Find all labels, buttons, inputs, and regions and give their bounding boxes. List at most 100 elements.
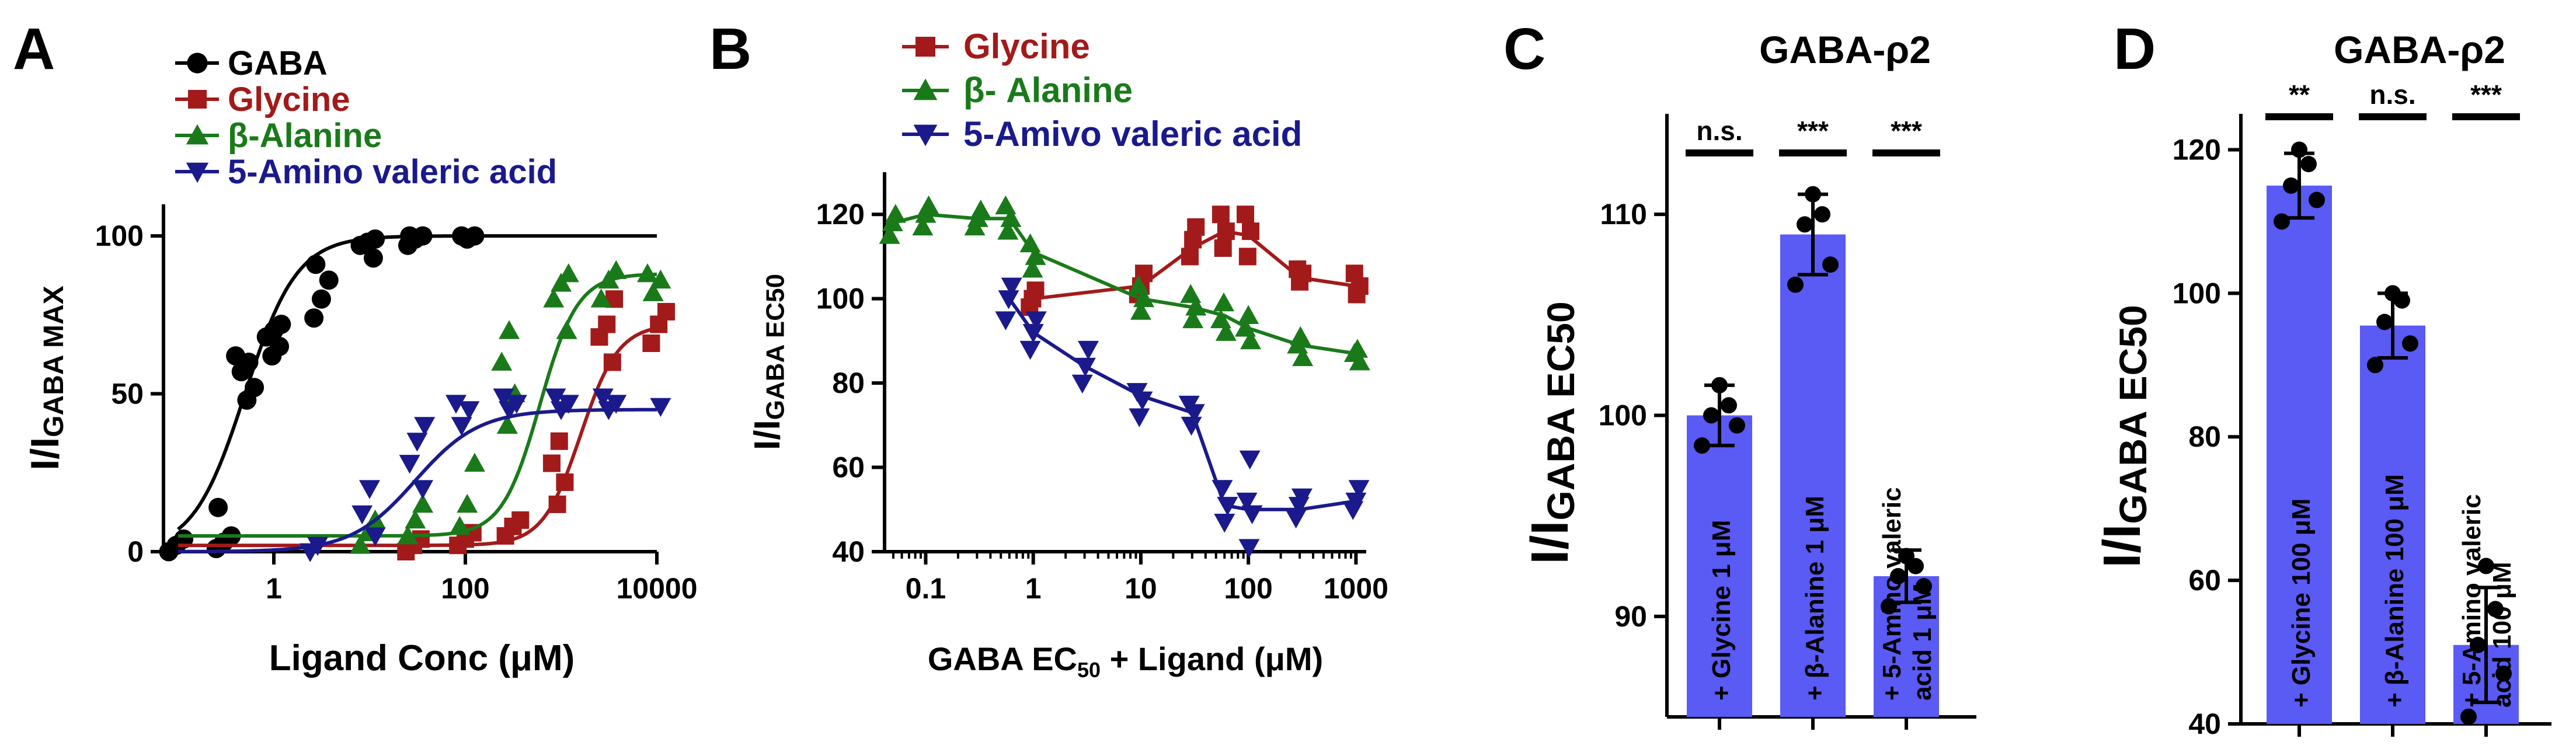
data-point <box>970 200 991 219</box>
data-point <box>397 525 419 545</box>
significance-label: *** <box>1797 116 1829 146</box>
data-point <box>1022 259 1043 278</box>
bar <box>1780 234 1846 717</box>
data-point <box>491 351 513 371</box>
data-point <box>997 221 1019 240</box>
data-point <box>1210 309 1231 329</box>
data-point <box>2291 141 2307 158</box>
data-point <box>1237 205 1255 224</box>
data-point <box>412 493 434 513</box>
data-point <box>918 195 939 215</box>
data-point <box>1240 330 1261 350</box>
data-point <box>885 204 906 223</box>
data-point <box>548 495 566 513</box>
data-point <box>399 455 420 474</box>
data-point <box>364 527 386 546</box>
y-tick-label: 80 <box>2188 420 2221 453</box>
data-point <box>2309 191 2325 208</box>
bar-label: + Glycine 1 μM <box>1707 520 1736 701</box>
data-point <box>405 509 426 529</box>
data-point <box>1212 480 1233 499</box>
y-tick-label: 60 <box>832 451 865 484</box>
data-point <box>1217 497 1238 516</box>
data-point <box>1241 505 1263 524</box>
data-point <box>592 388 614 407</box>
data-point <box>1694 437 1710 454</box>
data-point <box>1814 206 1830 223</box>
x-tick-label: 1 <box>1025 572 1042 605</box>
legend-marker <box>913 78 938 100</box>
data-point <box>511 511 530 529</box>
data-point <box>1289 260 1307 278</box>
chart-c: GABA-ρ2 I/IGABA EC50 90 100 110 n.s. + Glycine… <box>1521 28 1976 730</box>
y-tick-label: 100 <box>95 220 144 252</box>
data-point <box>1181 248 1199 266</box>
bar <box>1687 415 1752 717</box>
data-point <box>1025 246 1046 265</box>
data-point <box>2283 177 2299 194</box>
legend-marker <box>186 124 209 145</box>
x-tick-label: 10 <box>1125 572 1157 605</box>
data-point <box>2376 313 2393 330</box>
data-point <box>550 432 568 450</box>
data-point <box>1074 357 1096 377</box>
data-point <box>558 263 579 283</box>
data-point <box>1214 239 1232 257</box>
data-point <box>1181 416 1202 436</box>
data-point <box>912 216 934 236</box>
data-point <box>879 225 900 244</box>
data-point <box>496 414 518 434</box>
data-point <box>1238 305 1259 324</box>
data-point <box>1238 539 1260 558</box>
data-point <box>2300 156 2317 173</box>
fit-curve-3 <box>177 407 657 553</box>
data-point <box>412 480 434 499</box>
data-point <box>311 289 331 309</box>
legend-marker <box>186 162 209 183</box>
bar <box>2267 185 2332 724</box>
data-point <box>1711 377 1728 393</box>
data-point <box>598 315 616 333</box>
x-axis-label: Ligand Conc (μM) <box>269 638 575 678</box>
data-point <box>458 401 480 420</box>
bar-label: + β-Alanine 1 μM <box>1801 496 1829 701</box>
data-point <box>642 335 660 352</box>
chart-b: 40 60 80 100 120 0.1 1 10 100 1000 GABA EC50 + Lig… <box>747 27 1388 682</box>
data-point <box>995 311 1017 330</box>
data-point <box>603 353 621 371</box>
y-tick-label: 110 <box>1600 198 1647 231</box>
data-point <box>1290 326 1311 346</box>
data-point <box>1348 480 1370 499</box>
data-point <box>499 320 520 339</box>
data-point <box>451 417 472 436</box>
data-point <box>1345 492 1367 512</box>
data-point <box>1178 395 1200 415</box>
panel-letter-b: B <box>709 16 751 82</box>
fit-curve-2 <box>178 272 657 538</box>
data-point <box>657 302 675 320</box>
data-point <box>551 273 572 292</box>
data-point <box>556 320 577 339</box>
data-point <box>1241 222 1259 241</box>
data-point <box>1881 598 1897 615</box>
panel-letter-a: A <box>13 16 55 82</box>
data-point <box>605 260 627 279</box>
data-point <box>414 417 436 436</box>
data-point <box>650 269 671 289</box>
data-point <box>1180 284 1202 303</box>
data-point <box>307 537 329 556</box>
data-point <box>1235 318 1256 337</box>
data-point <box>545 388 566 407</box>
data-point <box>449 515 471 535</box>
data-point <box>208 497 228 517</box>
data-point <box>1729 417 1745 434</box>
bar <box>2360 325 2425 724</box>
series-line-2 <box>1008 297 1356 511</box>
data-point <box>2460 708 2477 725</box>
data-point <box>1292 347 1314 367</box>
data-point <box>365 229 385 249</box>
data-point <box>226 346 246 366</box>
data-point <box>457 493 478 513</box>
data-point <box>1217 222 1235 241</box>
